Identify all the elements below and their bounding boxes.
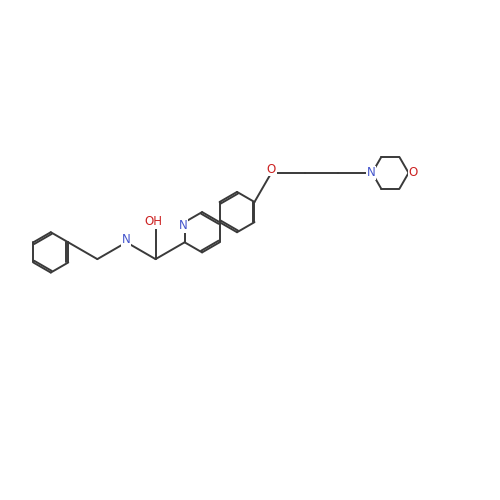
Text: O: O [266, 162, 276, 175]
Text: N: N [122, 233, 131, 246]
Text: OH: OH [144, 215, 162, 228]
Text: N: N [179, 219, 188, 232]
Text: O: O [409, 166, 418, 179]
Text: N: N [367, 166, 376, 179]
